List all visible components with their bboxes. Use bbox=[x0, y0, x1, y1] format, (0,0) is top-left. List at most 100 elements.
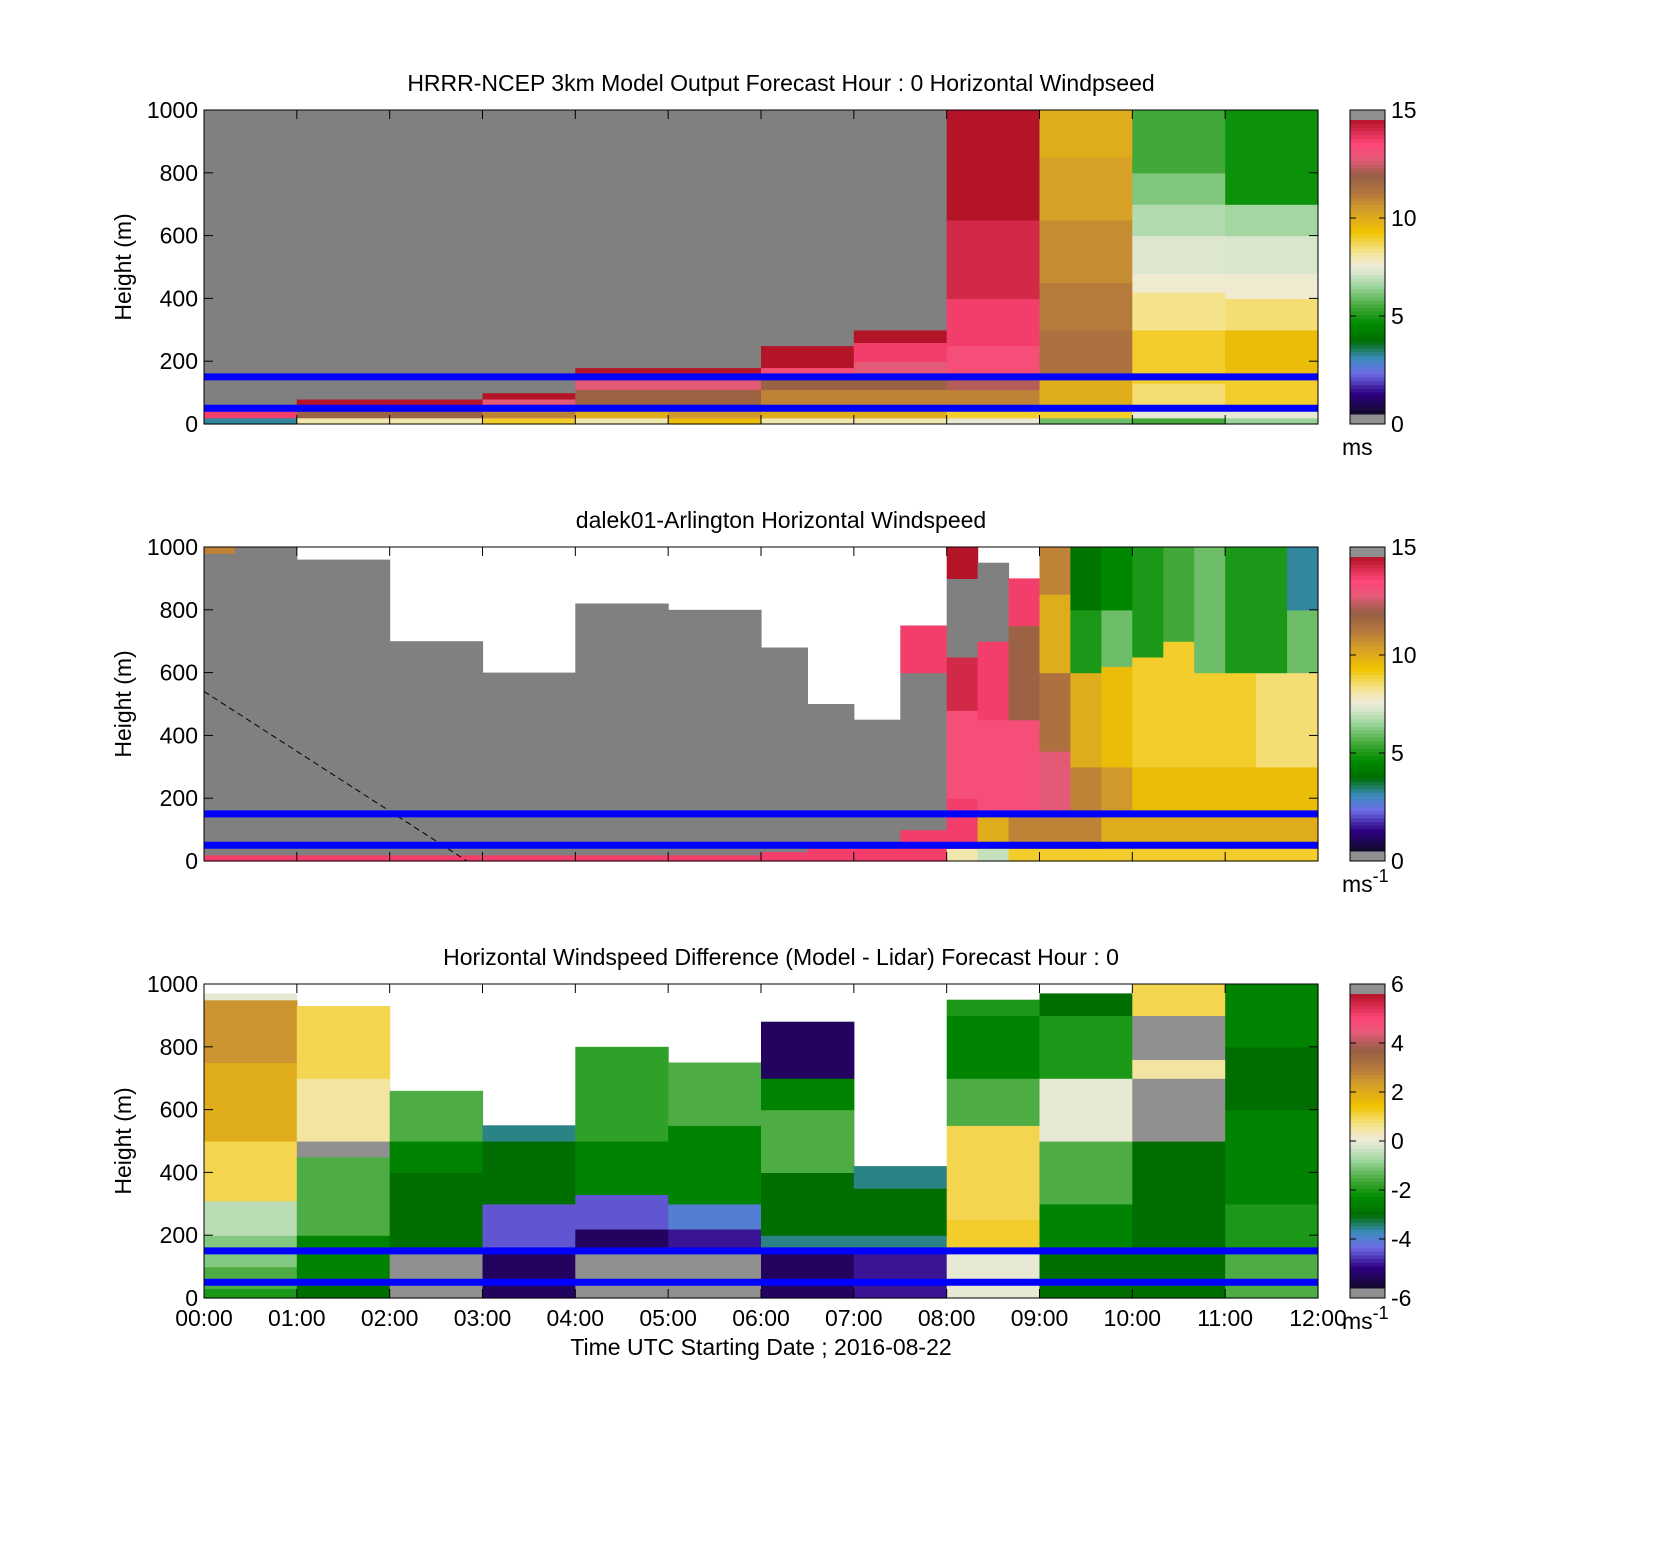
colorbar-tick-label: 0 bbox=[1391, 848, 1404, 874]
colorbar-swatch bbox=[1350, 380, 1385, 386]
heatmap-cell bbox=[1163, 641, 1195, 768]
colorbar-swatch bbox=[1350, 759, 1385, 764]
colorbar-swatch bbox=[1350, 715, 1385, 720]
colorbar-swatch bbox=[1350, 1093, 1385, 1098]
heatmap-cell bbox=[1194, 672, 1226, 768]
colorbar-swatch bbox=[1350, 623, 1385, 628]
heatmap-cell bbox=[1225, 672, 1257, 768]
heatmap-cell bbox=[204, 854, 236, 862]
x-tick-label: 12:00 bbox=[1289, 1305, 1347, 1331]
y-axis-label: Height (m) bbox=[110, 650, 136, 757]
colorbar-swatch bbox=[1350, 744, 1385, 749]
colorbar-swatch bbox=[1350, 1063, 1385, 1068]
heatmap-cell bbox=[296, 1078, 391, 1142]
heatmap-cell bbox=[977, 719, 1010, 815]
heatmap-cell bbox=[853, 342, 948, 362]
heatmap-cell bbox=[668, 367, 762, 378]
colorbar-swatch bbox=[1350, 667, 1385, 672]
heatmap-cell bbox=[1132, 292, 1226, 331]
colorbar-swatch bbox=[1350, 1141, 1385, 1146]
colorbar-swatch bbox=[1350, 226, 1385, 231]
heatmap-cell bbox=[668, 1228, 762, 1252]
colorbar-swatch bbox=[1350, 233, 1385, 239]
heatmap-cell bbox=[1008, 578, 1041, 627]
colorbar-tick-label: 5 bbox=[1391, 740, 1404, 766]
colorbar-swatch bbox=[1350, 1049, 1385, 1054]
heatmap-cell bbox=[1039, 547, 1071, 595]
heatmap-cell bbox=[1132, 273, 1226, 293]
colorbar-swatch bbox=[1350, 244, 1385, 250]
heatmap-cell bbox=[1132, 848, 1164, 862]
colorbar-swatch bbox=[1350, 281, 1385, 286]
colorbar-swatch bbox=[1350, 156, 1385, 161]
heatmap-cell bbox=[1287, 766, 1319, 815]
colorbar-swatch bbox=[1350, 241, 1385, 246]
y-tick-label: 800 bbox=[160, 1034, 198, 1060]
panel-title: HRRR-NCEP 3km Model Output Forecast Hour… bbox=[407, 70, 1154, 96]
colorbar-swatch bbox=[1350, 648, 1385, 654]
colorbar-swatch bbox=[1350, 219, 1385, 224]
colorbar-swatch bbox=[1350, 641, 1385, 646]
colorbar-swatch bbox=[1350, 355, 1385, 360]
colorbar-swatch bbox=[1350, 579, 1385, 584]
colorbar-swatch bbox=[1350, 351, 1385, 356]
colorbar-swatch bbox=[1350, 707, 1385, 712]
colorbar-swatch bbox=[1350, 784, 1385, 790]
colorbar-cap bbox=[1350, 984, 1385, 994]
colorbar-swatch bbox=[1350, 1012, 1385, 1017]
heatmap-cell bbox=[482, 672, 576, 856]
heatmap-cell bbox=[1225, 984, 1319, 1048]
colorbar-swatch bbox=[1350, 766, 1385, 771]
colorbar-swatch bbox=[1350, 178, 1385, 183]
colorbar-cap bbox=[1350, 414, 1385, 424]
colorbar-swatch bbox=[1350, 303, 1385, 308]
heatmap-cell bbox=[389, 408, 484, 419]
colorbar-swatch bbox=[1350, 1071, 1385, 1076]
heatmap-cell bbox=[1225, 547, 1257, 674]
y-axis-label: Height (m) bbox=[110, 213, 136, 320]
heatmap-cell bbox=[575, 1194, 669, 1230]
heatmap-cell bbox=[946, 1015, 1041, 1079]
colorbar-swatch bbox=[1350, 748, 1385, 753]
colorbar-swatch bbox=[1350, 1236, 1385, 1241]
heatmap-cell bbox=[296, 417, 391, 425]
colorbar-tick-label: 0 bbox=[1391, 411, 1404, 437]
colorbar-swatch bbox=[1350, 1045, 1385, 1050]
colorbar-swatch bbox=[1350, 167, 1385, 172]
colorbar-swatch bbox=[1350, 670, 1385, 676]
heatmap-cell bbox=[1225, 110, 1319, 205]
heatmap-cell bbox=[1101, 609, 1133, 667]
y-tick-label: 1000 bbox=[147, 971, 198, 997]
heatmap-cell bbox=[296, 1141, 391, 1158]
colorbar-swatch bbox=[1350, 1229, 1385, 1234]
colorbar-swatch bbox=[1350, 1188, 1385, 1193]
colorbar-swatch bbox=[1350, 1133, 1385, 1138]
colorbar-swatch bbox=[1350, 608, 1385, 613]
heatmap-cell bbox=[1287, 547, 1319, 611]
colorbar-swatch bbox=[1350, 296, 1385, 301]
colorbar-swatch bbox=[1350, 1056, 1385, 1061]
y-tick-label: 600 bbox=[160, 660, 198, 686]
colorbar-swatch bbox=[1350, 619, 1385, 624]
colorbar-swatch bbox=[1350, 722, 1385, 727]
colorbar-unit-exponent: -1 bbox=[1373, 866, 1389, 886]
y-tick-label: 200 bbox=[160, 348, 198, 374]
heatmap-cell bbox=[482, 398, 576, 409]
colorbar-swatch bbox=[1350, 737, 1385, 742]
heatmap-cell bbox=[946, 417, 1041, 425]
colorbar-swatch bbox=[1350, 1100, 1385, 1105]
heatmap-cell bbox=[977, 848, 1010, 862]
heatmap-cell bbox=[482, 854, 576, 862]
heatmap-cell bbox=[1256, 766, 1288, 815]
colorbar-swatch bbox=[1350, 182, 1385, 187]
colorbar-swatch bbox=[1350, 604, 1385, 609]
colorbar-swatch bbox=[1350, 1019, 1385, 1024]
heatmap-cell bbox=[1194, 547, 1226, 674]
colorbar-swatch bbox=[1350, 1129, 1385, 1135]
dashed-line bbox=[203, 691, 468, 862]
colorbar-swatch bbox=[1350, 120, 1385, 125]
x-tick-label: 03:00 bbox=[454, 1305, 512, 1331]
heatmap-cell bbox=[234, 547, 298, 856]
colorbar-swatch bbox=[1350, 1067, 1385, 1072]
colorbar-swatch bbox=[1350, 1273, 1385, 1278]
